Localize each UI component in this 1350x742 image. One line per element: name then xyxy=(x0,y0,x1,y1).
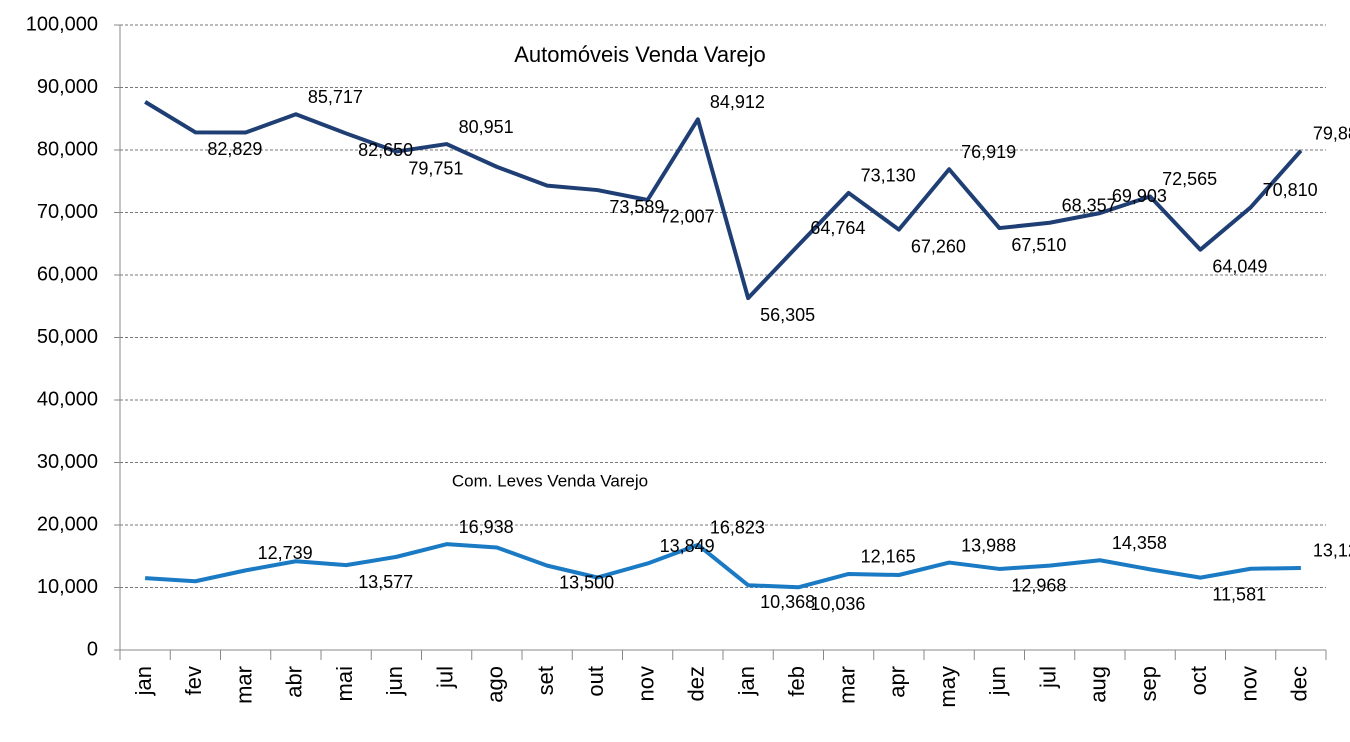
x-tick-label: oct xyxy=(1186,666,1211,695)
data-label: 13,988 xyxy=(961,535,1016,555)
y-tick-label: 60,000 xyxy=(37,263,98,285)
data-label: 67,260 xyxy=(911,236,966,256)
y-tick-label: 50,000 xyxy=(37,326,98,348)
y-tick-label: 100,000 xyxy=(26,13,98,35)
data-label: 11,581 xyxy=(1212,584,1266,604)
data-label: 79,751 xyxy=(408,158,463,178)
y-tick-label: 70,000 xyxy=(37,201,98,223)
data-label: 13,849 xyxy=(660,536,715,556)
x-tick-label: nov xyxy=(1236,666,1261,701)
data-label: 80,951 xyxy=(459,117,514,137)
y-tick-label: 0 xyxy=(87,638,98,660)
x-tick-label: mar xyxy=(834,666,859,704)
data-label: 70,810 xyxy=(1263,180,1318,200)
data-label: 84,912 xyxy=(710,92,765,112)
data-label: 69,903 xyxy=(1112,186,1167,206)
y-tick-label: 10,000 xyxy=(37,576,98,598)
data-label: 68,357 xyxy=(1062,196,1117,216)
x-tick-label: set xyxy=(533,666,558,695)
data-label: 13,129 xyxy=(1313,541,1350,561)
data-label: 12,165 xyxy=(861,547,916,567)
x-tick-label: aug xyxy=(1086,666,1111,703)
data-label: 82,650 xyxy=(358,140,413,160)
x-tick-label: fev xyxy=(181,666,206,695)
x-tick-label: may xyxy=(935,666,960,708)
data-label: 16,823 xyxy=(710,518,765,538)
x-tick-label: feb xyxy=(784,666,809,697)
x-tick-label: jan xyxy=(734,666,759,696)
series-label: Automóveis Venda Varejo xyxy=(514,42,766,67)
x-tick-label: nov xyxy=(633,666,658,701)
y-tick-label: 40,000 xyxy=(37,388,98,410)
y-tick-label: 20,000 xyxy=(37,513,98,535)
x-tick-label: mai xyxy=(332,666,357,701)
data-label: 72,007 xyxy=(660,207,715,227)
x-tick-label: jun xyxy=(985,666,1010,696)
data-label: 76,919 xyxy=(961,142,1016,162)
series-line xyxy=(144,100,1303,301)
x-tick-label: abr xyxy=(282,666,307,698)
data-label: 13,577 xyxy=(358,572,413,592)
data-label: 16,938 xyxy=(459,517,514,537)
y-tick-label: 30,000 xyxy=(37,451,98,473)
data-label: 79,885 xyxy=(1313,123,1350,143)
data-label: 13,500 xyxy=(559,572,614,592)
x-tick-label: dec xyxy=(1287,666,1312,701)
x-tick-label: jul xyxy=(1035,666,1060,689)
x-tick-label: dez xyxy=(684,666,709,701)
data-label: 85,717 xyxy=(308,87,363,107)
data-label: 72,565 xyxy=(1162,169,1217,189)
y-tick-label: 80,000 xyxy=(37,138,98,160)
data-label: 10,368 xyxy=(760,592,815,612)
y-tick-label: 90,000 xyxy=(37,76,98,98)
x-tick-label: apr xyxy=(885,666,910,698)
x-tick-label: sep xyxy=(1136,666,1161,701)
data-label: 12,739 xyxy=(258,543,313,563)
data-label: 56,305 xyxy=(760,305,815,325)
series-label: Com. Leves Venda Varejo xyxy=(452,471,648,490)
x-tick-label: out xyxy=(583,666,608,697)
x-tick-label: ago xyxy=(483,666,508,703)
x-tick-label: jan xyxy=(131,666,156,696)
data-label: 12,968 xyxy=(1011,576,1066,596)
data-label: 64,764 xyxy=(810,218,865,238)
data-label: 14,358 xyxy=(1112,533,1167,553)
data-label: 73,130 xyxy=(861,166,916,186)
data-label: 73,589 xyxy=(609,197,664,217)
x-tick-label: jul xyxy=(432,666,457,689)
data-label: 64,049 xyxy=(1212,256,1267,276)
data-label: 67,510 xyxy=(1011,235,1066,255)
x-tick-label: jun xyxy=(382,666,407,696)
series-line xyxy=(145,542,1301,590)
x-tick-label: mar xyxy=(231,666,256,704)
data-label: 10,036 xyxy=(810,594,865,614)
data-label: 82,829 xyxy=(207,139,262,159)
